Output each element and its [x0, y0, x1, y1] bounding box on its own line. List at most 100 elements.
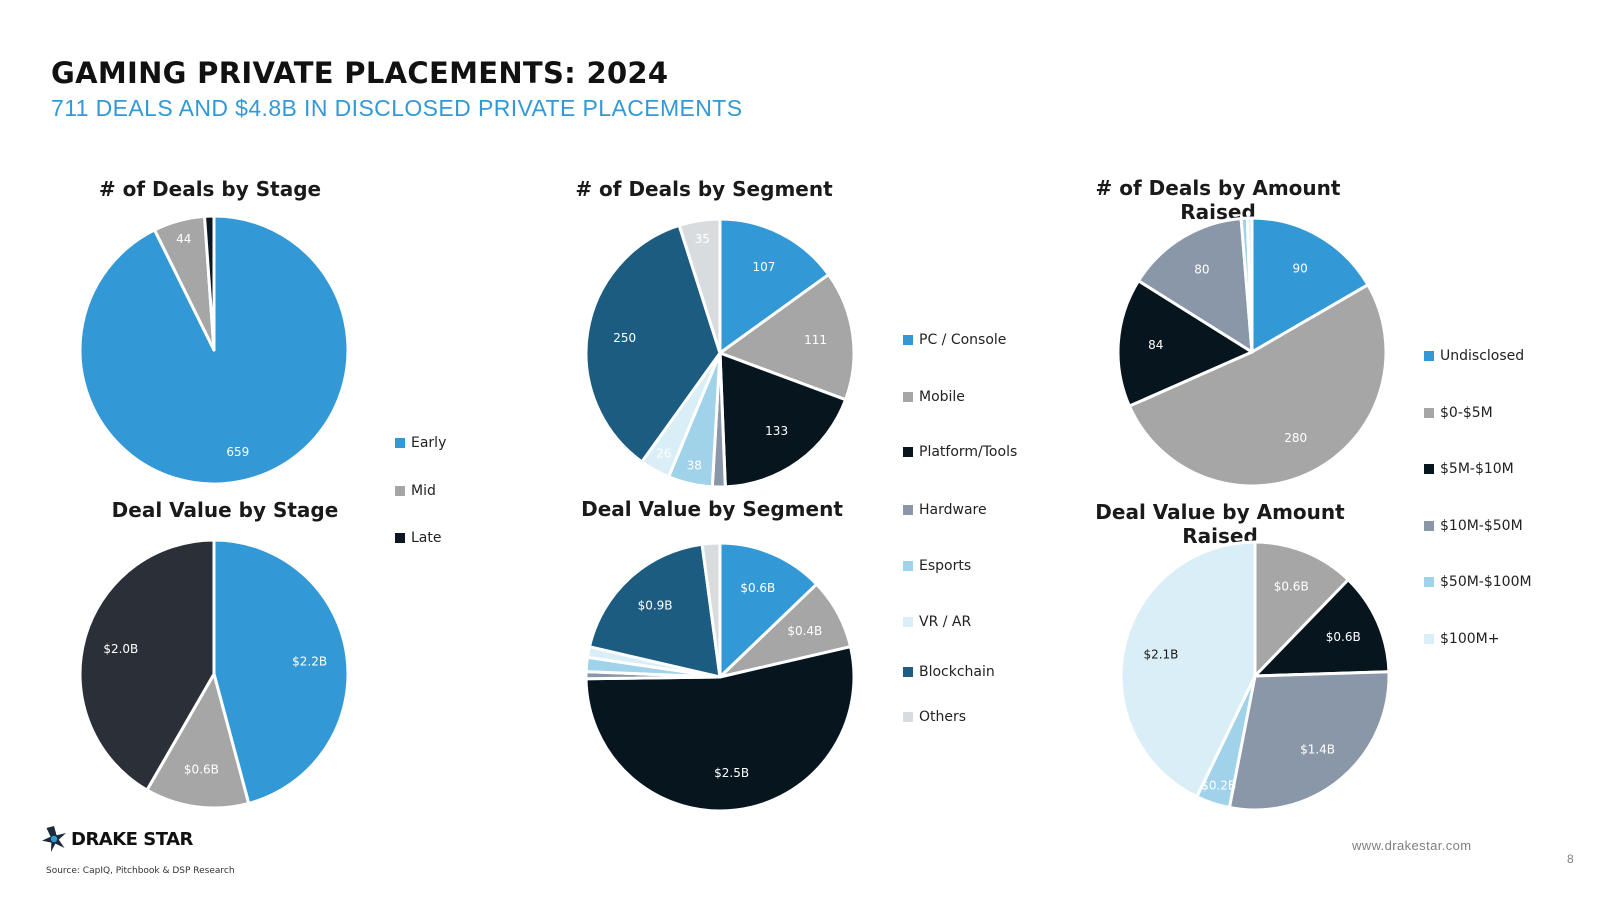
pie-label-mid: $0.6B [184, 763, 219, 777]
pie-label-early: $2.2B [292, 654, 327, 668]
pie-slice-late [78, 538, 216, 792]
pie-slice-5m-10m [1116, 279, 1254, 408]
legend-swatch [903, 560, 913, 571]
pie-slice-undisclosed [1250, 216, 1370, 354]
pie-slice-pc-console [718, 541, 819, 679]
legend-label: Mobile [919, 388, 965, 405]
legend-swatch [903, 334, 913, 345]
logo-text: DRAKE STAR [71, 828, 193, 850]
chart-title-value-by-stage: Deal Value by Stage [111, 498, 339, 522]
legend-swatch [395, 437, 405, 448]
pie-deals-by-segment: 107 111 133 38 26 250 35 [584, 217, 856, 489]
legend-item-early: Early [395, 434, 446, 452]
legend-item-50m-100m: $50M-$100M [1424, 573, 1532, 591]
pie-slice-pc-console [718, 217, 831, 355]
pie-slice-others [677, 217, 722, 355]
legend-item-5m-10m: $5M-$10M [1424, 460, 1514, 478]
pie-label-early: 659 [226, 445, 249, 459]
source-note: Source: CapIQ, Pitchbook & DSP Research [46, 866, 235, 876]
pie-slice-10m-50m [1136, 216, 1254, 354]
page-number: 8 [1567, 852, 1574, 866]
legend-swatch [1424, 520, 1434, 531]
legend-swatch [903, 391, 913, 402]
pie-label-10m-50m: $1.4B [1300, 742, 1335, 756]
chart-title-deals-by-stage: # of Deals by Stage [98, 177, 322, 201]
legend-label: $10M-$50M [1440, 517, 1523, 534]
pie-label-late: $2.0B [103, 642, 138, 656]
star-icon [42, 826, 66, 852]
legend-item-mid: Mid [395, 482, 436, 500]
pie-value-by-amount: $0.6B $0.6B $1.4B $0.2B $2.1B [1119, 540, 1391, 812]
legend-item-blockchain: Blockchain [903, 663, 995, 681]
legend-swatch [1424, 407, 1434, 418]
pie-label-undisclosed: 90 [1293, 261, 1308, 275]
legend-label: Blockchain [919, 663, 995, 680]
legend-swatch [1424, 463, 1434, 474]
pie-label-others: 35 [695, 232, 710, 246]
pie-label-0-5m: $0.6B [1274, 580, 1309, 594]
pie-label-mid: 44 [176, 232, 191, 246]
pie-label-50m-100m: $0.2B [1201, 778, 1236, 792]
legend-swatch [1424, 576, 1434, 587]
legend-item-late: Late [395, 529, 441, 547]
pie-slice-100m [1119, 540, 1257, 799]
pie-label-pc-console: $0.6B [740, 581, 775, 595]
website-link[interactable]: www.drakestar.com [1352, 838, 1472, 853]
legend-item-0-5m: $0-$5M [1424, 404, 1493, 422]
pie-deals-by-amount: 90 280 84 80 [1116, 216, 1388, 488]
page-title: GAMING PRIVATE PLACEMENTS: 2024 [51, 56, 669, 90]
legend-item-10m-50m: $10M-$50M [1424, 517, 1523, 535]
legend-swatch [903, 711, 913, 722]
pie-slice-early [212, 538, 350, 805]
pie-value-by-stage: $2.2B $0.6B $2.0B [78, 538, 350, 810]
pie-label-blockchain: $0.9B [638, 599, 673, 613]
pie-label-0-5m: 280 [1284, 431, 1307, 445]
pie-slice-platform-tools [584, 645, 856, 813]
legend-label: PC / Console [919, 331, 1007, 348]
pie-label-esports: 38 [687, 458, 702, 472]
pie-slice-0-5m [1127, 283, 1388, 488]
pie-slice-5m-10m [1253, 578, 1391, 678]
legend-item-undisclosed: Undisclosed [1424, 347, 1524, 365]
legend-label: Platform/Tools [919, 443, 1018, 460]
legend-item-esports: Esports [903, 557, 971, 575]
pie-label-platform-tools: $2.5B [714, 766, 749, 780]
pie-slice-others [700, 541, 722, 679]
legend-swatch [1424, 350, 1434, 361]
pie-label-5m-10m: $0.6B [1326, 630, 1361, 644]
chart-title-deals-by-amount: # of Deals by Amount Raised [1095, 176, 1341, 224]
pie-slice-blockchain [587, 542, 722, 679]
pie-label-mobile: $0.4B [787, 624, 822, 638]
pie-slice-mid [145, 672, 251, 810]
pie-label-mobile: 111 [804, 333, 827, 347]
legend-label: $100M+ [1440, 630, 1500, 647]
legend-swatch [903, 616, 913, 627]
legend-label: Esports [919, 557, 972, 574]
pie-label-5m-10m: 84 [1148, 338, 1163, 352]
chart-title-value-by-amount: Deal Value by Amount Raised [1095, 500, 1345, 548]
drake-star-logo: DRAKE STAR [40, 826, 193, 852]
legend-item-pc-console: PC / Console [903, 331, 1006, 349]
legend-swatch [903, 504, 913, 515]
legend-item-hardware: Hardware [903, 501, 987, 519]
pie-slice-10m-50m [1227, 670, 1391, 812]
legend-swatch [903, 666, 913, 677]
pie-label-10m-50m: 80 [1194, 263, 1209, 277]
pie-label-platform-tools: 133 [765, 424, 788, 438]
legend-label: Mid [411, 482, 436, 499]
chart-title-value-by-segment: Deal Value by Segment [581, 497, 843, 521]
legend-item-others: Others [903, 708, 966, 726]
legend-swatch [395, 485, 405, 496]
legend-label: Hardware [919, 501, 987, 518]
legend-label: Others [919, 708, 967, 725]
legend-item-platform-tools: Platform/Tools [903, 443, 1017, 461]
legend-label: Undisclosed [1440, 347, 1525, 364]
pie-label-vr-ar: 26 [656, 447, 671, 461]
page-subtitle: 711 DEALS AND $4.8B IN DISCLOSED PRIVATE… [51, 95, 743, 121]
legend-item-vr-ar: VR / AR [903, 613, 971, 631]
legend-label: VR / AR [919, 613, 972, 630]
pie-label-pc-console: 107 [752, 260, 775, 274]
pie-value-by-segment: $0.6B $0.4B $2.5B $0.9B [584, 541, 856, 813]
pie-deals-by-stage: 659 44 [78, 214, 350, 486]
chart-title-deals-by-segment: # of Deals by Segment [575, 177, 833, 201]
